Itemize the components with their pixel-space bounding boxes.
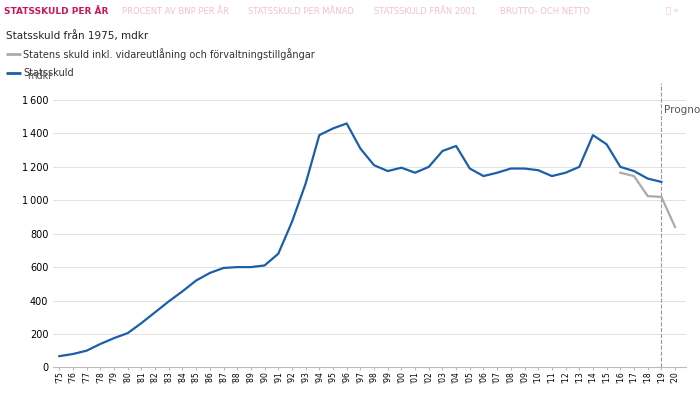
Text: Prognos från 2019: Prognos från 2019: [664, 103, 700, 115]
Text: STATSSKULD PER MÅNAD: STATSSKULD PER MÅNAD: [248, 7, 354, 15]
Text: Statens skuld inkl. vidareutlåning och förvaltningstillgångar: Statens skuld inkl. vidareutlåning och f…: [23, 48, 315, 60]
Text: BRUTTO- OCH NETTO: BRUTTO- OCH NETTO: [500, 7, 590, 15]
Text: Statsskuld från 1975, mdkr: Statsskuld från 1975, mdkr: [6, 30, 148, 41]
Bar: [0, 0, 116, 22]
Text: Statsskuld: Statsskuld: [23, 68, 74, 79]
Text: PROCENT AV BNP PER ÅR: PROCENT AV BNP PER ÅR: [122, 7, 230, 15]
Text: ⭳ »: ⭳ »: [666, 7, 679, 15]
Text: STATSSKULD FRÅN 2001: STATSSKULD FRÅN 2001: [374, 7, 477, 15]
Text: mdkr: mdkr: [27, 70, 52, 81]
Text: STATSSKULD PER ÅR: STATSSKULD PER ÅR: [4, 7, 108, 15]
